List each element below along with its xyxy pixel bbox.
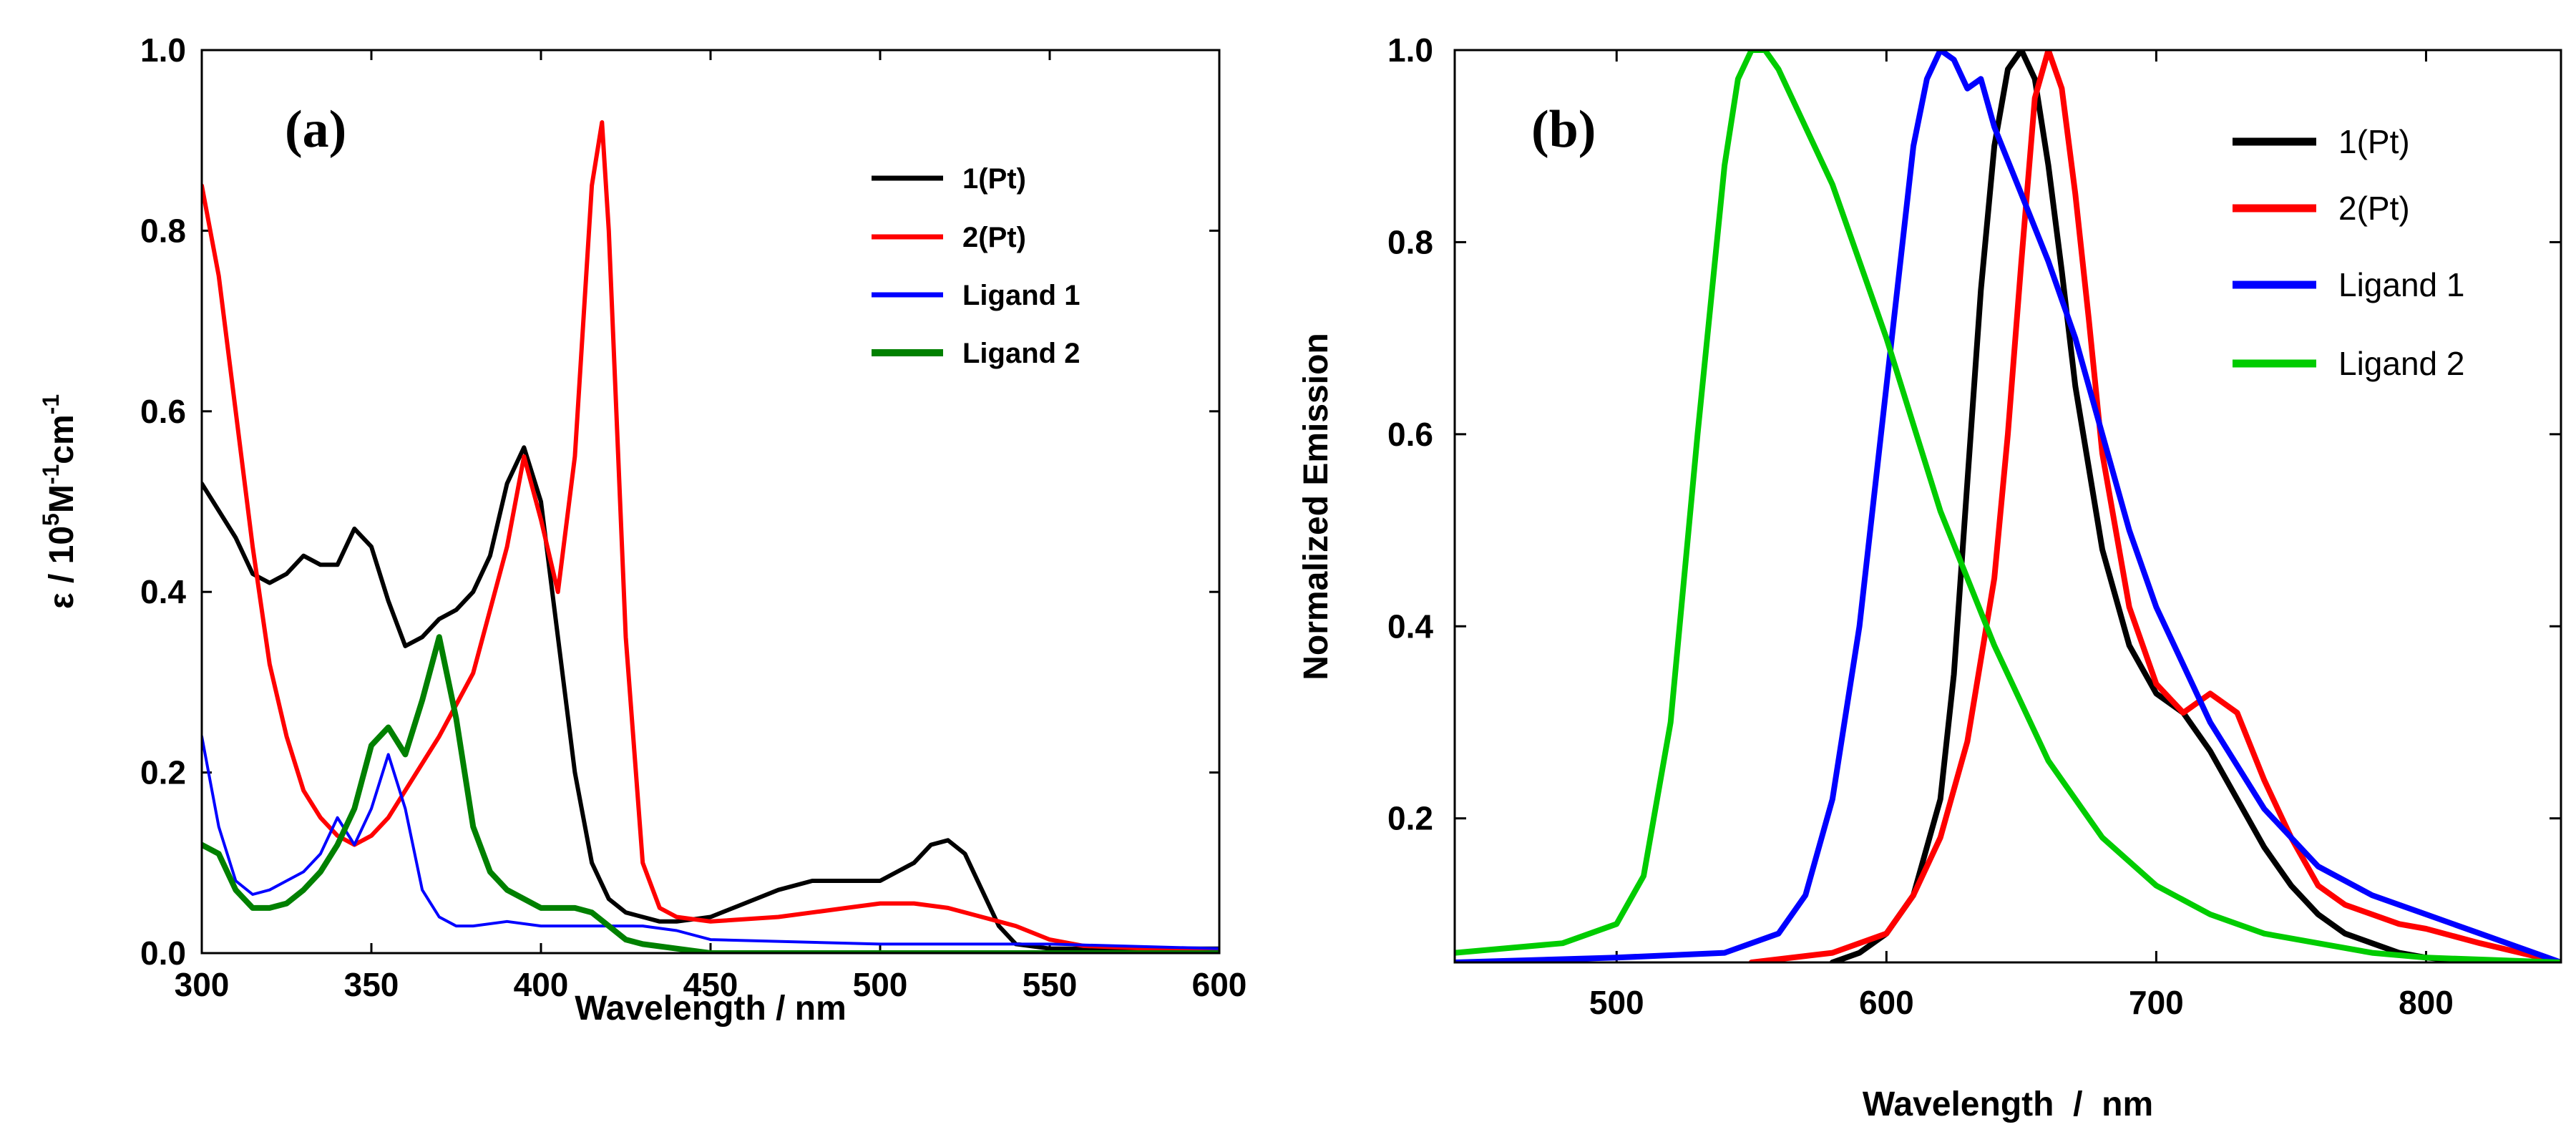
series-line-1-pt- — [202, 447, 1219, 948]
legend-b-label-1pt: 1(Pt) — [2338, 123, 2410, 160]
panel-b-x-tick-labels: 500 600 700 800 — [1589, 984, 2454, 1021]
legend-a-label-ligand2: Ligand 2 — [962, 338, 1080, 369]
y-title-part3: cm — [43, 414, 81, 464]
panel-a-series — [202, 122, 1219, 953]
x-tick-label: 350 — [344, 966, 399, 1003]
y-tick-label: 1.0 — [140, 31, 186, 69]
y-title-sup3: -1 — [38, 394, 64, 414]
panel-b-series — [1455, 50, 2561, 962]
legend-a-label-2pt: 2(Pt) — [962, 222, 1026, 253]
y-tick-label: 1.0 — [1387, 31, 1433, 69]
y-title-part2: M — [43, 484, 81, 513]
panel-b-label: (b) — [1531, 100, 1596, 159]
legend-a-label-1pt: 1(Pt) — [962, 163, 1026, 195]
legend-b-label-ligand2: Ligand 2 — [2338, 345, 2465, 382]
y-tick-label: 0.4 — [140, 573, 186, 610]
series-line-ligand-1 — [1455, 50, 2561, 962]
legend-b-label-ligand1: Ligand 1 — [2338, 266, 2465, 303]
x-tick-label: 500 — [853, 966, 908, 1003]
y-tick-label: 0.6 — [140, 393, 186, 430]
x-tick-label: 550 — [1023, 966, 1078, 1003]
y-tick-label: 0.8 — [140, 212, 186, 249]
y-title-sup1: 5 — [38, 513, 64, 526]
panel-a-y-axis-title: ε / 105M-1cm-1 — [38, 394, 81, 609]
panel-b-y-axis-title: Normalized Emission — [1297, 333, 1335, 680]
panel-a-ticks — [202, 50, 1219, 953]
x-tick-label: 800 — [2399, 984, 2454, 1021]
panel-b-legend: 1(Pt) 2(Pt) Ligand 1 Ligand 2 — [2233, 123, 2465, 382]
x-tick-label: 600 — [1192, 966, 1247, 1003]
panel-a-label: (a) — [285, 100, 346, 159]
panel-b-x-axis-title: Wavelength / nm — [1863, 1085, 2153, 1123]
y-tick-label: 0.2 — [140, 754, 186, 791]
panel-b-chart: 500 600 700 800 0.2 0.4 0.6 0.8 1.0 (b) Wavelen… — [1297, 31, 2561, 1123]
y-tick-label: 0.6 — [1387, 416, 1433, 453]
series-line-ligand-2 — [1455, 50, 2561, 962]
y-title-sup2: -1 — [38, 464, 64, 484]
panel-a-frame — [202, 50, 1219, 953]
x-tick-label: 400 — [514, 966, 569, 1003]
panel-a-chart: 300 350 400 450 500 550 600 0.00.20.40.60.81.0… — [38, 31, 1246, 1028]
legend-b-label-2pt: 2(Pt) — [2338, 190, 2410, 227]
figure: 300 350 400 450 500 550 600 0.00.20.40.60.81.0… — [0, 0, 2576, 1137]
series-line-ligand-2 — [202, 637, 1219, 953]
panel-a-legend: 1(Pt) 2(Pt) Ligand 1 Ligand 2 — [872, 163, 1080, 369]
panel-b-y-tick-labels: 0.2 0.4 0.6 0.8 1.0 — [1387, 31, 1433, 837]
x-tick-label: 500 — [1589, 984, 1644, 1021]
y-tick-label: 0.0 — [140, 935, 186, 972]
panel-a-x-axis-title: Wavelength / nm — [575, 990, 847, 1028]
y-tick-label: 0.8 — [1387, 223, 1433, 260]
series-line-2-pt- — [202, 122, 1219, 950]
y-tick-label: 0.4 — [1387, 607, 1433, 645]
x-tick-label: 700 — [2129, 984, 2184, 1021]
panel-b-frame — [1455, 50, 2561, 962]
y-tick-label: 0.2 — [1387, 800, 1433, 837]
panel-a-y-tick-labels: 0.0 0.2 0.4 0.6 0.8 1.0 — [140, 31, 186, 972]
x-tick-label: 600 — [1859, 984, 1914, 1021]
y-title-part1: ε / 10 — [43, 526, 81, 609]
panel-b-ticks — [1455, 50, 2561, 962]
legend-a-label-ligand1: Ligand 1 — [962, 280, 1080, 311]
